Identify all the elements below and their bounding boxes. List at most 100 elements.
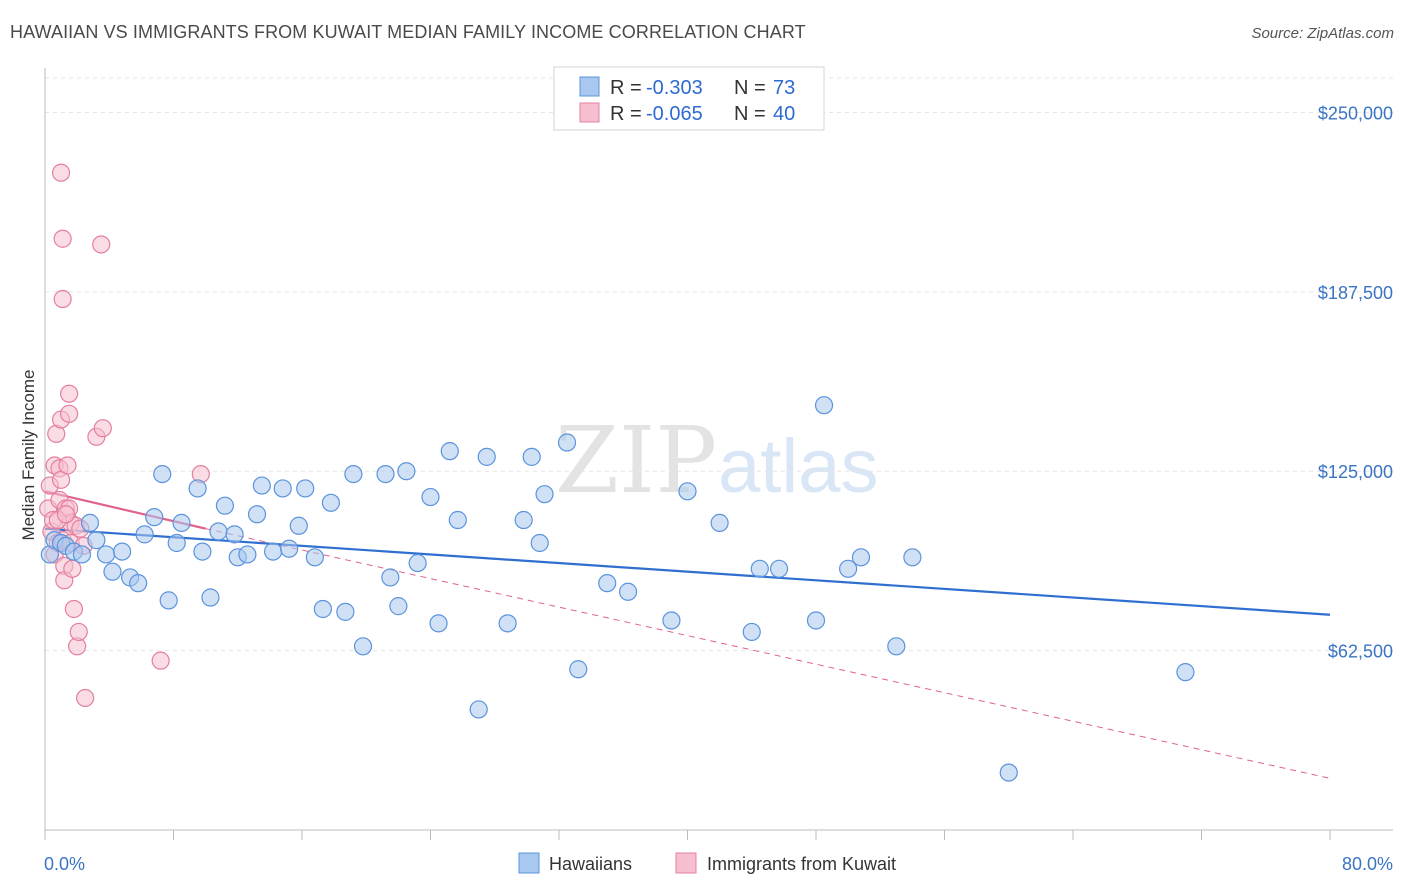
bottom-legend: Hawaiians Immigrants from Kuwait: [518, 852, 896, 874]
hawaiians-point-15: [153, 464, 172, 484]
bottom-legend-label-kuwait[interactable]: Immigrants from Kuwait: [707, 854, 896, 874]
hawaiians-point-62: [710, 513, 729, 532]
hawaiians-point-44: [408, 553, 427, 573]
hawaiians-point-27: [247, 505, 267, 524]
hawaiians-point-60: [662, 611, 681, 630]
kuwait-point-26: [64, 599, 84, 619]
hawaiians-point-51: [498, 614, 517, 633]
axes: [44, 68, 1393, 840]
kuwait-point-25: [63, 559, 82, 578]
hawaiians-point-31: [280, 539, 299, 558]
hawaiians-point-37: [336, 602, 355, 621]
hawaiians-point-40: [376, 464, 395, 484]
hawaiians-point-8: [96, 545, 116, 564]
legend-r-value-hawaiians: -0.303: [646, 77, 703, 99]
hawaiians-point-57: [569, 660, 588, 679]
hawaiians-point-73: [1176, 663, 1195, 682]
hawaiians-point-38: [344, 464, 363, 484]
source-label: Source: ZipAtlas.com: [1251, 25, 1394, 42]
legend-n-value-hawaiians: 73: [773, 77, 795, 99]
bottom-legend-swatch-kuwait[interactable]: [675, 852, 697, 874]
hawaiians-point-21: [201, 588, 220, 607]
y-tick-label-1: $125,000: [1318, 462, 1393, 482]
watermark: ZIP atlas: [555, 407, 879, 514]
hawaiians-point-56: [557, 433, 577, 452]
hawaiians-point-42: [389, 597, 408, 616]
kuwait-point-32: [76, 688, 95, 708]
hawaiians-point-68: [839, 559, 858, 578]
watermark-atlas: atlas: [718, 424, 879, 509]
hawaiians-point-54: [530, 533, 549, 553]
trend-line-hawaiians: [44, 527, 1331, 616]
y-tick-label-2: $187,500: [1318, 283, 1393, 303]
hawaiians-point-20: [193, 542, 212, 561]
hawaiians-point-39: [353, 637, 373, 656]
hawaiians-point-65: [769, 559, 789, 578]
hawaiians-point-67: [814, 396, 834, 415]
bottom-legend-label-hawaiians[interactable]: Hawaiians: [549, 854, 632, 874]
hawaiians-point-35: [313, 599, 332, 619]
hawaiians-point-24: [225, 525, 244, 544]
hawaiians-point-48: [448, 510, 467, 530]
x-tick-label-left: 0.0%: [44, 854, 85, 874]
kuwait-point-21: [59, 384, 79, 403]
hawaiians-point-33: [296, 479, 315, 498]
hawaiians-point-45: [421, 487, 440, 507]
hawaiians-point-19: [188, 479, 207, 498]
hawaiians-point-16: [159, 591, 178, 610]
hawaiians-point-47: [440, 442, 459, 461]
hawaiians-point-29: [263, 542, 283, 561]
hawaiians-point-7: [87, 531, 106, 550]
hawaiians-point-30: [273, 479, 292, 498]
hawaiians-point-63: [742, 622, 761, 642]
hawaiians-point-55: [535, 485, 554, 504]
kuwait-point-20: [59, 404, 79, 423]
hawaiians-point-5: [72, 545, 92, 564]
kuwait-point-34: [93, 419, 112, 438]
hawaiians-point-6: [80, 513, 100, 532]
hawaiians-point-22: [209, 522, 228, 541]
y-tick-label-3: $250,000: [1318, 103, 1393, 123]
hawaiians-point-64: [750, 559, 769, 578]
hawaiians-point-66: [806, 611, 826, 630]
hawaiians-point-69: [851, 548, 871, 567]
hawaiians-point-32: [289, 516, 308, 535]
legend-r-label-kuwait: R =: [610, 103, 642, 125]
legend-n-label-hawaiians: N =: [734, 77, 766, 99]
legend-swatch-hawaiians: [579, 76, 600, 97]
kuwait-point-35: [92, 235, 111, 254]
points-immigrants-from-kuwait: [39, 163, 210, 708]
hawaiians-point-26: [238, 545, 257, 564]
y-axis-label: Median Family Income: [19, 369, 38, 540]
hawaiians-point-71: [903, 548, 922, 567]
hawaiians-point-18: [172, 513, 191, 532]
y-tick-label-0: $62,500: [1328, 642, 1393, 662]
bottom-legend-swatch-hawaiians[interactable]: [518, 852, 540, 874]
hawaiians-point-14: [145, 508, 164, 527]
hawaiians-point-34: [305, 548, 324, 567]
hawaiians-point-58: [598, 574, 617, 593]
hawaiians-point-23: [215, 496, 234, 515]
legend-swatch-immigrants-from-kuwait: [579, 102, 600, 123]
kuwait-point-39: [56, 505, 75, 524]
kuwait-point-12: [51, 163, 71, 182]
hawaiians-point-70: [887, 637, 906, 656]
hawaiians-point-72: [999, 763, 1018, 782]
points-hawaiians: [40, 396, 1195, 782]
hawaiians-point-17: [167, 533, 186, 553]
x-tick-label-right: 80.0%: [1342, 854, 1393, 874]
chart-title: HAWAIIAN VS IMMIGRANTS FROM KUWAIT MEDIA…: [10, 22, 806, 42]
legend-r-label-hawaiians: R =: [610, 77, 642, 99]
hawaiians-point-49: [469, 700, 488, 719]
legend-box: R = -0.303 N = 73 R = -0.065 N = 40: [553, 66, 825, 131]
hawaiians-point-61: [678, 482, 697, 501]
hawaiians-point-46: [429, 614, 448, 633]
x-tick-labels: 0.0% 80.0%: [44, 854, 1393, 874]
hawaiians-point-43: [397, 462, 416, 481]
legend-n-label-kuwait: N =: [734, 103, 766, 125]
kuwait-point-13: [53, 229, 72, 248]
hawaiians-point-41: [381, 568, 400, 587]
hawaiians-point-10: [112, 542, 132, 561]
kuwait-point-29: [69, 622, 88, 642]
